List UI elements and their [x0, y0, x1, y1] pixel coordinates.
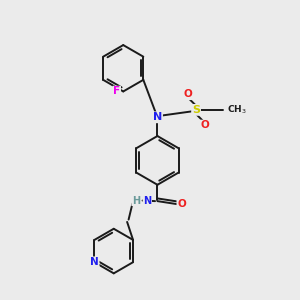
Text: O: O	[200, 120, 209, 130]
Text: N: N	[90, 257, 99, 267]
Text: O: O	[177, 199, 186, 209]
Text: N: N	[143, 196, 152, 206]
Text: CH$_3$: CH$_3$	[227, 103, 247, 116]
Text: H: H	[132, 196, 140, 206]
Text: O: O	[183, 89, 192, 99]
Text: S: S	[192, 105, 200, 115]
Text: N: N	[153, 112, 162, 122]
Text: F: F	[113, 86, 120, 96]
